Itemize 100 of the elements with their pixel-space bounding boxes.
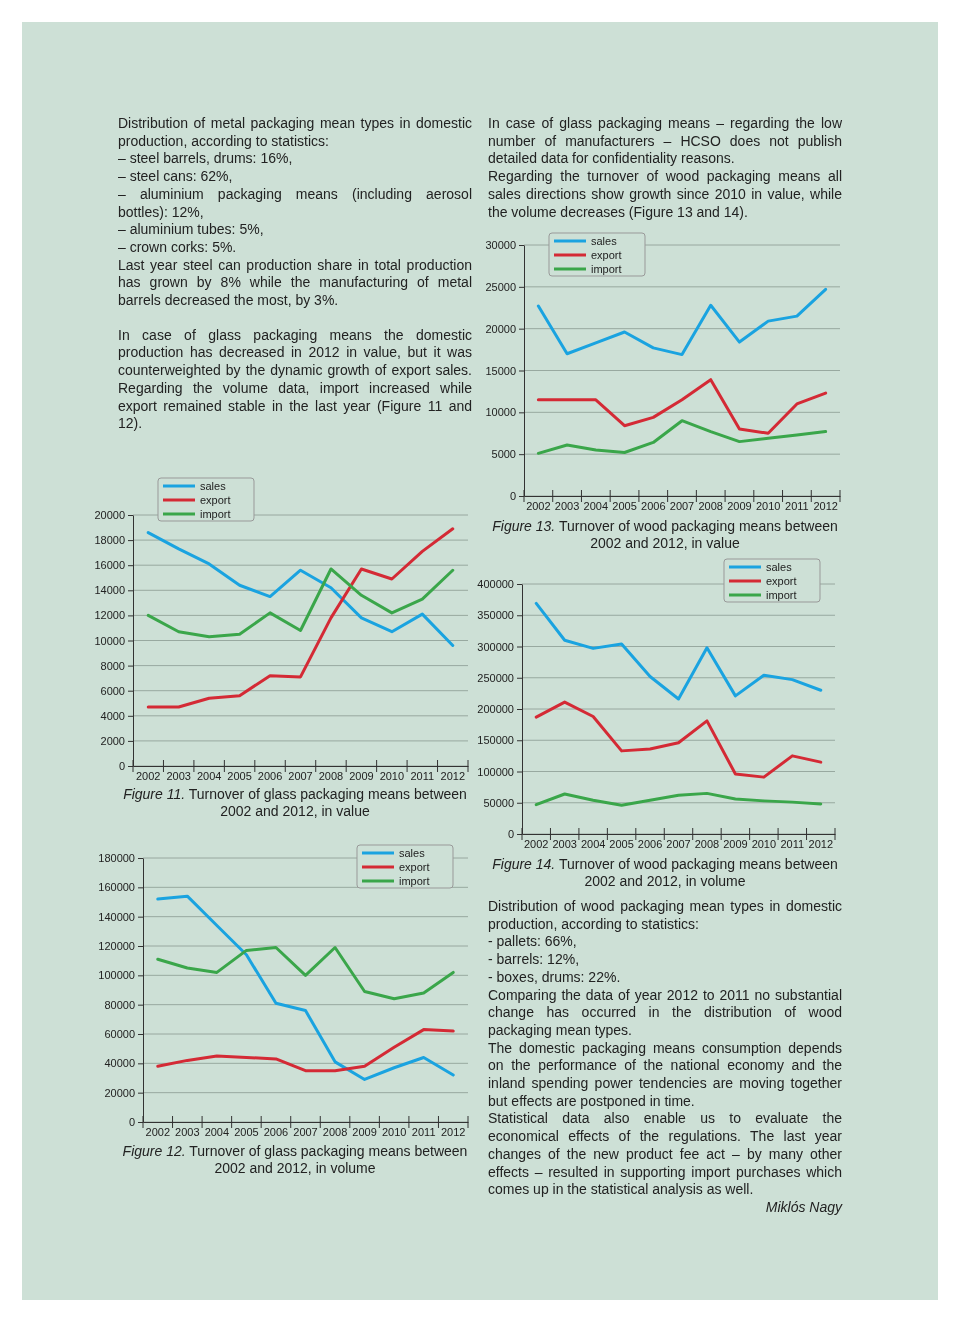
y-tick-label: 120000 xyxy=(98,940,135,953)
y-tick-label: 150000 xyxy=(477,734,514,747)
legend-label: sales xyxy=(200,480,227,492)
x-tick-label: 2008 xyxy=(318,769,344,782)
y-tick-label: 14000 xyxy=(94,584,125,597)
x-tick-label: 2006 xyxy=(641,499,666,512)
x-tick-label: 2010 xyxy=(755,499,781,512)
line-series xyxy=(534,791,823,807)
y-tick-label: 100000 xyxy=(98,969,135,982)
x-tick-label: 2012 xyxy=(813,499,838,512)
x-tick-label: 2004 xyxy=(580,837,606,850)
legend-label: export xyxy=(591,249,622,261)
text: Distribution of wood packaging mean types in domestic production, according to statistics: xyxy=(488,898,842,934)
y-tick-label: 16000 xyxy=(94,559,125,572)
line-series xyxy=(534,700,823,779)
legend-label: export xyxy=(200,494,231,506)
y-tick-label: 160000 xyxy=(98,881,135,894)
x-tick-label: 2009 xyxy=(727,499,752,512)
y-tick-label: 0 xyxy=(509,490,516,503)
x-tick-label: 2011 xyxy=(410,769,435,782)
text: Distribution of metal packaging mean types in domestic production, according to statistics: xyxy=(118,115,472,151)
y-tick-label: 40000 xyxy=(104,1057,135,1070)
y-tick-label: 30000 xyxy=(485,239,516,252)
line-series xyxy=(146,567,455,639)
x-tick-label: 2011 xyxy=(411,1125,436,1138)
x-tick-label: 2008 xyxy=(694,837,720,850)
legend-label: import xyxy=(591,263,622,275)
line-series xyxy=(146,527,455,709)
x-tick-label: 2002 xyxy=(135,769,161,782)
y-tick-label: 20000 xyxy=(94,509,125,522)
x-tick-label: 2010 xyxy=(751,837,777,850)
legend-label: sales xyxy=(766,561,793,573)
line-series xyxy=(534,601,823,701)
text: Statistical data also enable us to evaluate the economical effects of the regulations. The last year changes of the new product fee act – by many other effects – resulted in supporting import purchases which comes up in the statistical analysis as well. xyxy=(488,1110,842,1199)
text: – aluminium packaging means (including aerosol bottles): 12%, xyxy=(118,185,472,222)
y-tick-label: 60000 xyxy=(104,1028,135,1041)
x-tick-label: 2005 xyxy=(609,837,634,850)
x-tick-label: 2005 xyxy=(234,1125,259,1138)
x-tick-label: 2011 xyxy=(785,499,809,512)
text: – crown corks: 5%. xyxy=(118,238,238,257)
legend-label: sales xyxy=(399,847,426,859)
x-tick-label: 2007 xyxy=(669,499,695,512)
y-tick-label: 4000 xyxy=(100,709,125,722)
y-tick-label: 100000 xyxy=(477,765,514,778)
x-tick-label: 2008 xyxy=(322,1125,348,1138)
y-tick-label: 300000 xyxy=(477,640,514,653)
line-series xyxy=(536,419,828,455)
text: Figure 11. Turnover of glass packaging means between 2002 and 2012, in value xyxy=(123,786,467,819)
line-series xyxy=(536,287,828,357)
line-series xyxy=(536,378,828,435)
x-tick-label: 2010 xyxy=(381,1125,407,1138)
text: In case of glass packaging means the domestic production has decreased in 2012 in value, but it was counterweighted by the dynamic growth of export sales. Regarding the volume data, import increased while export remained stable in the last year (Figure 11 and 12). xyxy=(118,326,472,433)
text: Miklós Nagy xyxy=(764,1198,842,1217)
x-tick-label: 2012 xyxy=(808,837,834,850)
x-tick-label: 2008 xyxy=(698,499,723,512)
y-tick-label: 0 xyxy=(118,760,125,773)
legend-label: export xyxy=(766,575,797,587)
line-series xyxy=(146,531,455,648)
text: In case of glass packaging means – regarding the low number of manufacturers – HCSO does not publish detailed data for confidentiality reasons. xyxy=(488,115,842,169)
text: - barrels: 12%, xyxy=(488,951,581,969)
y-tick-label: 250000 xyxy=(477,671,514,684)
text: - boxes, drums: 22%. xyxy=(488,968,622,987)
line-series xyxy=(156,894,455,1081)
y-tick-label: 10000 xyxy=(485,406,516,419)
y-tick-label: 20000 xyxy=(104,1086,135,1099)
y-tick-label: 5000 xyxy=(491,448,516,461)
x-tick-label: 2011 xyxy=(780,837,805,850)
y-tick-label: 400000 xyxy=(477,578,514,591)
x-tick-label: 2012 xyxy=(440,769,466,782)
y-tick-label: 18000 xyxy=(94,534,125,547)
x-tick-label: 2006 xyxy=(637,837,663,850)
x-tick-label: 2009 xyxy=(352,1125,377,1138)
y-tick-label: 15000 xyxy=(485,364,516,377)
x-tick-label: 2009 xyxy=(349,769,374,782)
y-tick-label: 0 xyxy=(128,1116,135,1129)
legend-label: import xyxy=(766,589,797,601)
text: Figure 13. Turnover of wood packaging means between 2002 and 2012, in value xyxy=(492,518,838,551)
x-tick-label: 2007 xyxy=(666,837,691,850)
y-tick-label: 10000 xyxy=(94,634,125,647)
text: – aluminium tubes: 5%, xyxy=(118,221,265,239)
y-tick-label: 80000 xyxy=(104,998,135,1011)
y-tick-label: 12000 xyxy=(94,609,125,622)
x-tick-label: 2009 xyxy=(723,837,748,850)
text: - pallets: 66%, xyxy=(488,933,578,952)
x-tick-label: 2003 xyxy=(166,769,191,782)
x-tick-label: 2004 xyxy=(583,499,609,512)
line-series xyxy=(156,1028,455,1073)
line-series xyxy=(156,945,455,1001)
legend-label: export xyxy=(399,861,430,873)
text: The domestic packaging means consumption depends on the performance of the national economy and the inland spending power tendencies are moving together but effects are postponed in time. xyxy=(488,1039,842,1111)
y-tick-label: 2000 xyxy=(100,734,125,747)
x-tick-label: 2002 xyxy=(145,1125,171,1138)
x-tick-label: 2004 xyxy=(204,1125,230,1138)
text: Figure 12. Turnover of glass packaging means between 2002 and 2012, in volume xyxy=(122,1143,468,1176)
x-tick-label: 2007 xyxy=(288,769,313,782)
y-tick-label: 25000 xyxy=(485,280,516,293)
y-tick-label: 200000 xyxy=(477,703,514,716)
y-tick-label: 8000 xyxy=(100,659,125,672)
y-tick-label: 6000 xyxy=(100,684,125,697)
legend-label: sales xyxy=(591,235,618,247)
